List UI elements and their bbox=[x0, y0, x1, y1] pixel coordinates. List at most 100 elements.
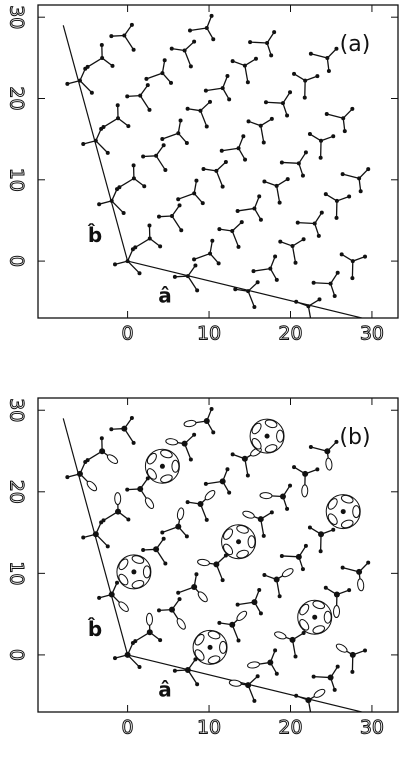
bond bbox=[177, 192, 195, 200]
bond bbox=[329, 283, 336, 297]
molecule bbox=[169, 39, 197, 69]
atom bbox=[252, 698, 257, 703]
atom bbox=[252, 206, 257, 211]
atom bbox=[316, 233, 321, 238]
atom bbox=[225, 74, 230, 79]
atom bbox=[347, 588, 352, 593]
atom bbox=[301, 631, 306, 636]
molecule bbox=[242, 510, 274, 538]
molecule bbox=[262, 177, 290, 205]
atom bbox=[122, 33, 127, 38]
atom bbox=[176, 197, 181, 202]
bond bbox=[171, 205, 181, 217]
thermal-ellipse bbox=[145, 612, 153, 626]
bond bbox=[247, 281, 259, 292]
atom bbox=[340, 565, 345, 570]
atom bbox=[145, 476, 150, 481]
atom bbox=[311, 674, 316, 679]
atom bbox=[280, 101, 285, 106]
atom bbox=[248, 40, 253, 45]
molecule bbox=[117, 163, 147, 190]
bond bbox=[95, 128, 102, 142]
bond bbox=[244, 58, 257, 67]
atom bbox=[76, 470, 83, 477]
atom bbox=[209, 13, 214, 18]
ring-group bbox=[192, 629, 228, 665]
atom bbox=[105, 150, 110, 155]
bond bbox=[171, 215, 182, 231]
bond bbox=[247, 290, 255, 308]
atom bbox=[258, 217, 263, 222]
ring-group bbox=[144, 448, 180, 484]
bond bbox=[341, 253, 354, 262]
thermal-ellipse bbox=[299, 619, 310, 631]
atom bbox=[350, 106, 355, 111]
bond bbox=[260, 118, 273, 127]
thermal-ellipse bbox=[171, 459, 180, 473]
bond bbox=[123, 35, 135, 51]
bond bbox=[171, 47, 185, 52]
molecule bbox=[133, 223, 163, 250]
bond bbox=[189, 27, 207, 32]
atom bbox=[292, 465, 297, 470]
atom bbox=[124, 651, 131, 658]
thermal-ellipse bbox=[251, 422, 262, 435]
atom bbox=[188, 64, 193, 69]
bond bbox=[280, 241, 293, 247]
atom bbox=[349, 651, 356, 658]
atom bbox=[217, 620, 222, 625]
atom bbox=[220, 184, 225, 189]
thermal-ellipse bbox=[160, 449, 173, 459]
atom bbox=[142, 184, 147, 189]
bond bbox=[187, 108, 201, 112]
molecule bbox=[294, 297, 322, 318]
atom bbox=[289, 636, 296, 643]
molecule bbox=[197, 553, 228, 583]
atom bbox=[339, 252, 344, 257]
bond bbox=[307, 306, 312, 318]
thermal-ellipse bbox=[352, 505, 361, 519]
thermal-ellipse bbox=[299, 603, 310, 616]
atom bbox=[176, 131, 181, 136]
atom bbox=[129, 22, 134, 27]
atom bbox=[133, 245, 138, 250]
atom bbox=[366, 560, 371, 565]
atom bbox=[324, 448, 331, 455]
atom bbox=[188, 457, 193, 462]
thermal-ellipse bbox=[259, 492, 273, 500]
molecule bbox=[165, 432, 197, 462]
atom bbox=[366, 167, 371, 172]
bond bbox=[127, 260, 140, 274]
y-tick-label: 30 bbox=[6, 398, 28, 422]
bond bbox=[282, 102, 288, 116]
bond bbox=[139, 84, 149, 97]
molecule bbox=[113, 641, 142, 670]
atom bbox=[137, 485, 144, 492]
atom bbox=[274, 671, 279, 676]
atom bbox=[363, 254, 368, 259]
atom bbox=[99, 43, 104, 48]
bond bbox=[67, 79, 81, 85]
atom bbox=[295, 553, 302, 560]
atom bbox=[332, 293, 337, 298]
thermal-ellipse bbox=[327, 513, 338, 525]
atom bbox=[241, 134, 246, 139]
thermal-ellipse bbox=[183, 419, 197, 428]
atom bbox=[141, 547, 146, 552]
atom bbox=[213, 561, 220, 568]
atom bbox=[342, 129, 347, 134]
atom bbox=[356, 568, 363, 575]
molecule bbox=[160, 507, 189, 539]
b-vector-label: b̂ bbox=[87, 617, 102, 641]
thermal-ellipse bbox=[160, 474, 173, 483]
atom bbox=[203, 481, 208, 486]
atom bbox=[115, 508, 122, 515]
thermal-ellipse bbox=[176, 618, 186, 630]
thermal-ellipse bbox=[335, 643, 348, 653]
atom bbox=[192, 257, 197, 262]
molecule bbox=[230, 56, 258, 85]
atom bbox=[158, 638, 163, 643]
molecule bbox=[217, 610, 248, 643]
bond bbox=[342, 108, 353, 119]
atom bbox=[263, 100, 268, 105]
